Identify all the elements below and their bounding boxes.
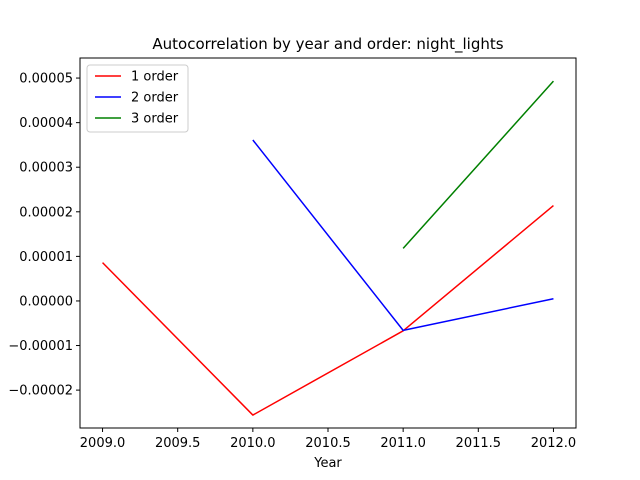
y-tick-label: 0.00004 (19, 116, 73, 131)
legend-box (86, 64, 189, 133)
x-axis-label: Year (313, 456, 342, 471)
y-tick-label: 0.00003 (19, 161, 73, 176)
y-tick-label: −0.00002 (8, 384, 73, 399)
y-tick-label: 0.00002 (19, 205, 73, 220)
series-line-1-order (102, 204, 554, 416)
legend-label: 2 order (131, 91, 179, 106)
legend-label: 1 order (131, 70, 179, 85)
y-tick-label: −0.00001 (8, 339, 73, 354)
series-layer (102, 80, 555, 416)
y-axis: −0.00002 −0.00001 0.00000 0.00001 0.00002 0.0… (8, 72, 80, 399)
series-line-3-order (402, 80, 555, 249)
legend-label: 3 order (131, 112, 179, 127)
y-tick-label: 0.00000 (19, 294, 73, 309)
x-tick-label: 2009.5 (155, 436, 201, 451)
chart-title: Autocorrelation by year and order: night… (152, 35, 503, 54)
x-tick-label: 2009.0 (80, 436, 126, 451)
legend: 1 order 2 order 3 order (86, 64, 189, 133)
x-tick-label: 2011.0 (380, 436, 426, 451)
x-tick-label: 2012.0 (531, 436, 577, 451)
x-tick-label: 2010.5 (305, 436, 351, 451)
x-tick-label: 2011.5 (456, 436, 502, 451)
y-tick-label: 0.00005 (19, 72, 73, 87)
series-line-2-order (252, 139, 554, 332)
y-tick-label: 0.00001 (19, 250, 73, 265)
x-axis: 2009.0 2009.5 2010.0 2010.5 2011.0 2011.5 2012… (80, 428, 576, 451)
x-tick-label: 2010.0 (230, 436, 276, 451)
